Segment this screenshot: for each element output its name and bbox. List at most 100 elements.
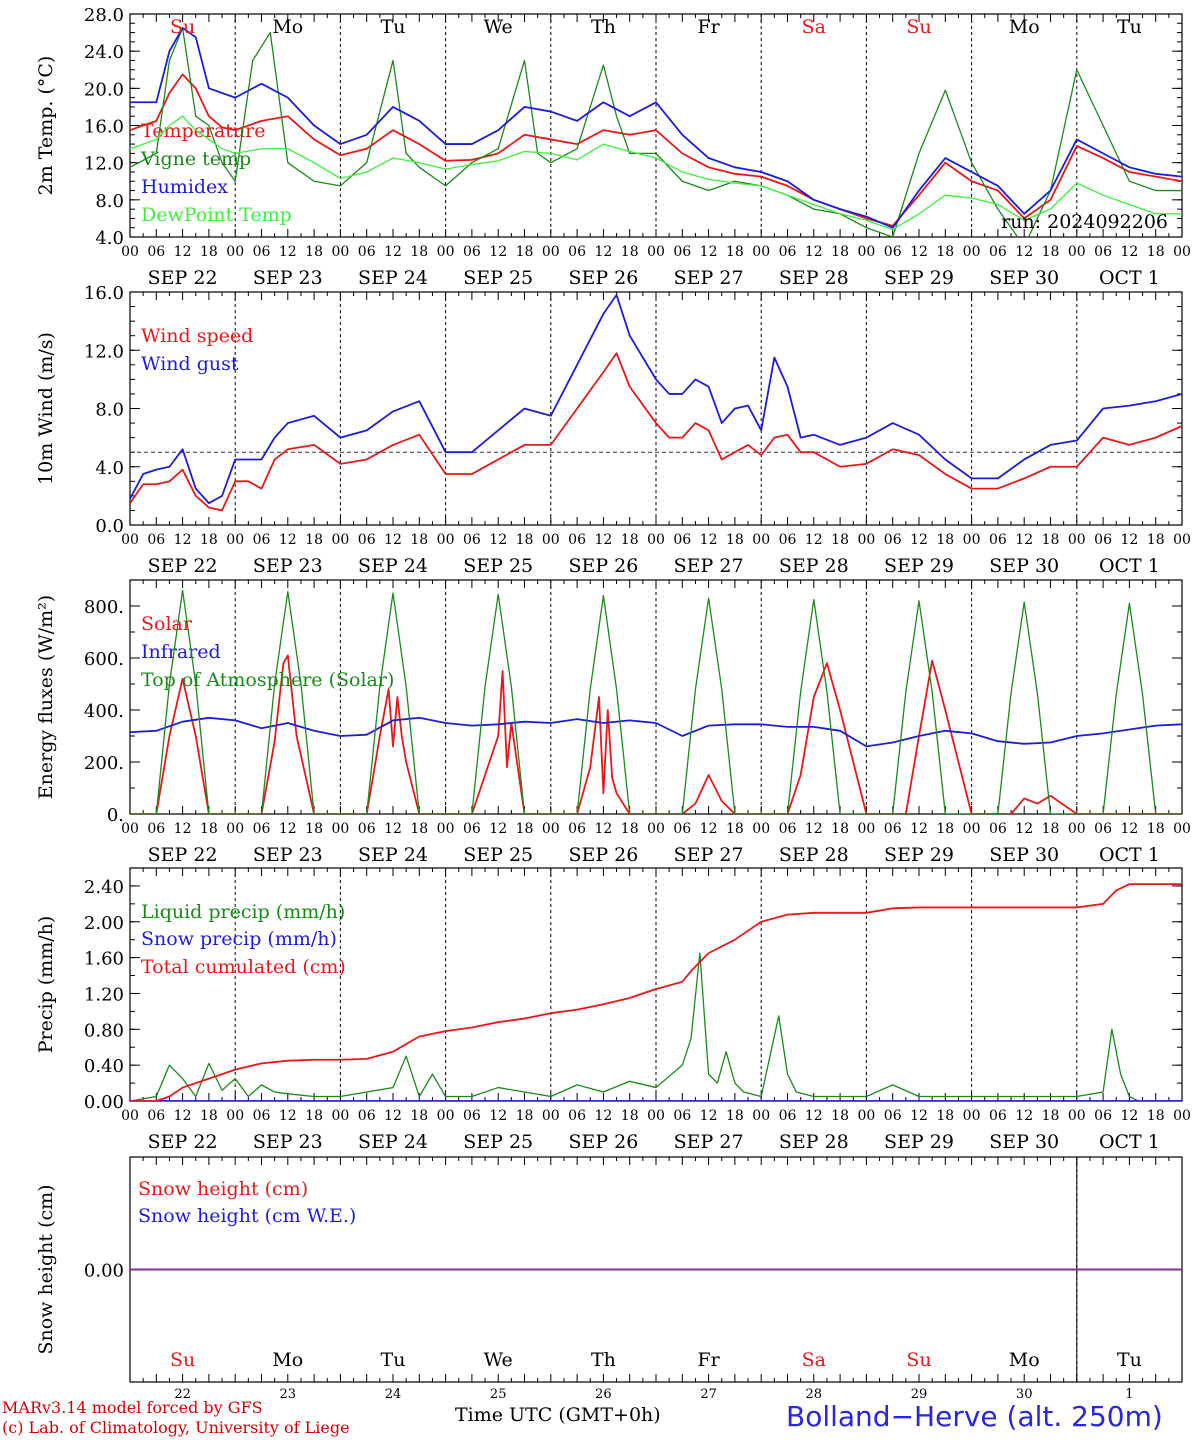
- hour-tick-label: 12: [174, 821, 192, 837]
- hour-tick-label: 12: [1120, 1108, 1138, 1124]
- hour-tick-label: 12: [910, 244, 928, 260]
- hour-tick-label: 00: [121, 244, 139, 260]
- day-number: 28: [806, 1387, 823, 1402]
- hour-tick-label: 12: [1120, 821, 1138, 837]
- hour-tick-label: 00: [647, 532, 665, 548]
- y-tick-label: 4.0: [95, 228, 124, 249]
- weekday-bottom: We: [484, 1349, 513, 1371]
- hour-tick-label: 06: [989, 1108, 1007, 1124]
- weekday-top: Tu: [1117, 16, 1142, 38]
- hour-tick-label: 00: [437, 1108, 455, 1124]
- hour-tick-label: 18: [305, 1108, 323, 1124]
- legend-entry: Snow precip (mm/h): [141, 928, 337, 950]
- hour-tick-label: 06: [568, 1108, 586, 1124]
- date-label: SEP 30: [989, 267, 1059, 289]
- date-label: OCT 1: [1099, 1131, 1160, 1153]
- weekday-top: Su: [170, 16, 195, 38]
- day-number: 23: [280, 1387, 297, 1402]
- hour-tick-label: 00: [226, 532, 244, 548]
- hour-tick-label: 06: [358, 244, 376, 260]
- hour-tick-label: 06: [673, 1108, 691, 1124]
- y-axis-label: 10m Wind (m/s): [35, 332, 57, 485]
- hour-tick-label: 18: [936, 1108, 954, 1124]
- hour-tick-label: 12: [594, 821, 612, 837]
- hour-tick-label: 12: [384, 244, 402, 260]
- series-line-energy-2: [130, 589, 1182, 814]
- y-tick-label: 0.00: [84, 1261, 124, 1282]
- hour-tick-label: 12: [1120, 244, 1138, 260]
- y-tick-label: 12.0: [84, 341, 124, 362]
- date-label: SEP 24: [358, 555, 428, 577]
- hour-tick-label: 06: [568, 532, 586, 548]
- hour-tick-label: 06: [989, 532, 1007, 548]
- day-number: 22: [174, 1387, 191, 1402]
- weekday-top: We: [484, 16, 513, 38]
- y-tick-label: 28.0: [84, 5, 124, 26]
- hour-tick-label: 00: [331, 1108, 349, 1124]
- day-number: 29: [911, 1387, 928, 1402]
- hour-tick-label: 18: [1042, 244, 1060, 260]
- hour-tick-label: 00: [647, 244, 665, 260]
- footer-credits: MARv3.14 model forced by GFS (c) Lab. of…: [2, 1398, 350, 1438]
- hour-tick-label: 00: [857, 821, 875, 837]
- legend-entry: Top of Atmosphere (Solar): [141, 669, 394, 691]
- model-credit: MARv3.14 model forced by GFS: [2, 1398, 263, 1417]
- legend-entry: Snow height (cm): [138, 1178, 308, 1200]
- hour-tick-label: 06: [463, 1108, 481, 1124]
- hour-tick-label: 12: [700, 532, 718, 548]
- hour-tick-label: 00: [857, 532, 875, 548]
- hour-tick-label: 00: [857, 1108, 875, 1124]
- day-number: 26: [595, 1387, 612, 1402]
- hour-tick-label: 12: [174, 1108, 192, 1124]
- day-number: 27: [700, 1387, 717, 1402]
- run-label: run: 2024092206: [1001, 211, 1168, 233]
- hour-tick-label: 12: [1120, 532, 1138, 548]
- hour-tick-label: 00: [542, 821, 560, 837]
- hour-tick-label: 00: [1068, 1108, 1086, 1124]
- hour-tick-label: 06: [568, 244, 586, 260]
- hour-tick-label: 06: [779, 244, 797, 260]
- hour-tick-label: 18: [1147, 532, 1165, 548]
- hour-tick-label: 12: [910, 821, 928, 837]
- weekday-bottom: Th: [591, 1349, 616, 1371]
- date-label: SEP 28: [779, 844, 849, 866]
- hour-tick-label: 18: [621, 244, 639, 260]
- hour-tick-label: 12: [1015, 532, 1033, 548]
- date-label: SEP 25: [463, 267, 533, 289]
- hour-tick-label: 06: [673, 532, 691, 548]
- hour-tick-label: 18: [831, 532, 849, 548]
- hour-tick-label: 06: [358, 532, 376, 548]
- hour-tick-label: 18: [726, 821, 744, 837]
- date-label: SEP 22: [148, 844, 218, 866]
- hour-tick-label: 18: [1147, 821, 1165, 837]
- hour-tick-label: 18: [200, 821, 218, 837]
- y-tick-label: 12.0: [84, 154, 124, 175]
- hour-tick-label: 00: [226, 1108, 244, 1124]
- date-label: SEP 26: [568, 555, 638, 577]
- date-label: OCT 1: [1099, 267, 1160, 289]
- hour-tick-label: 06: [779, 1108, 797, 1124]
- date-label: SEP 26: [568, 844, 638, 866]
- hour-tick-label: 12: [910, 1108, 928, 1124]
- date-label: SEP 24: [358, 267, 428, 289]
- hour-tick-label: 00: [226, 244, 244, 260]
- hour-tick-label: 00: [647, 821, 665, 837]
- weekday-top: Tu: [381, 16, 406, 38]
- hour-tick-label: 18: [726, 1108, 744, 1124]
- hour-tick-label: 00: [542, 244, 560, 260]
- y-tick-label: 800.: [84, 597, 124, 618]
- hour-tick-label: 12: [700, 1108, 718, 1124]
- weekday-bottom: Tu: [1117, 1349, 1142, 1371]
- y-tick-label: 200.: [84, 753, 124, 774]
- date-label: SEP 26: [568, 267, 638, 289]
- date-label: SEP 25: [463, 1131, 533, 1153]
- y-tick-label: 2.00: [84, 913, 124, 934]
- hour-tick-label: 06: [779, 532, 797, 548]
- hour-tick-label: 06: [673, 244, 691, 260]
- hour-tick-label: 18: [1042, 532, 1060, 548]
- y-tick-label: 16.0: [84, 117, 124, 138]
- hour-tick-label: 06: [463, 821, 481, 837]
- date-label: SEP 28: [779, 555, 849, 577]
- hour-tick-label: 12: [174, 532, 192, 548]
